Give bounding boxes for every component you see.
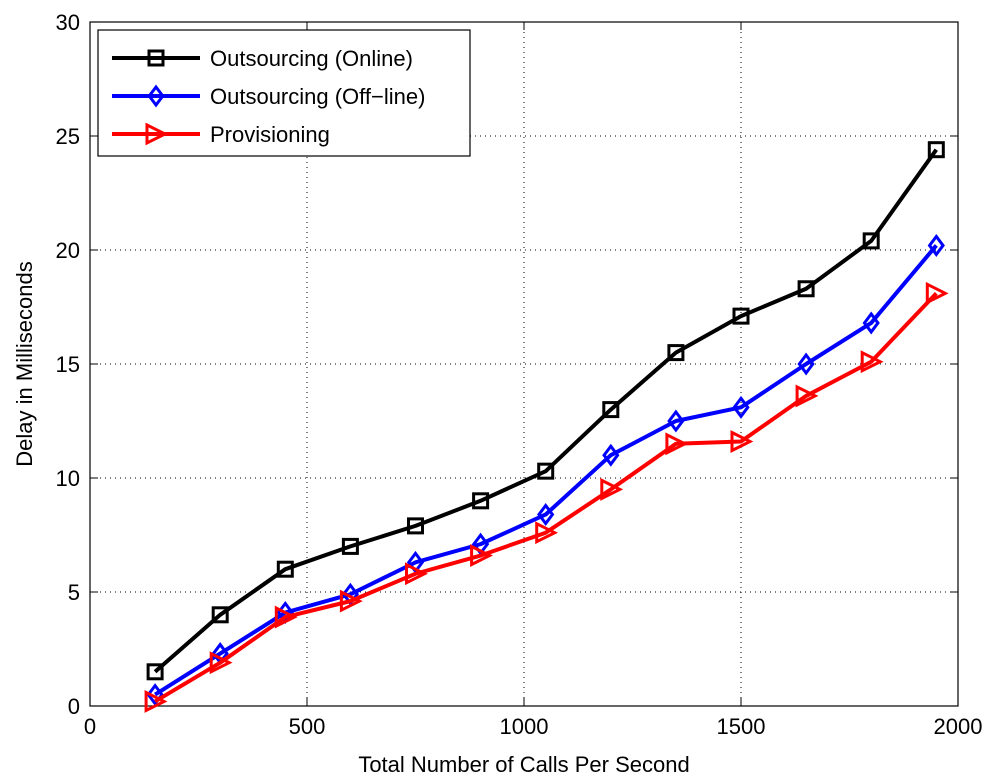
data-point <box>927 141 945 159</box>
legend-label: Outsourcing (Online) <box>210 46 413 71</box>
y-tick-label: 0 <box>68 694 80 719</box>
data-point <box>276 560 294 578</box>
x-tick-label: 1000 <box>500 714 549 739</box>
data-point <box>146 683 164 707</box>
data-point <box>407 517 424 535</box>
x-tick-label: 500 <box>289 714 326 739</box>
legend-marker <box>145 122 169 146</box>
data-point <box>209 651 233 675</box>
data-point <box>470 544 493 567</box>
y-tick-label: 30 <box>56 10 80 35</box>
legend-marker <box>147 49 165 67</box>
data-point <box>146 663 164 681</box>
data-point <box>406 550 425 574</box>
y-tick-label: 25 <box>56 124 80 149</box>
y-tick-label: 5 <box>68 580 80 605</box>
data-point <box>667 344 685 362</box>
data-point <box>602 443 620 467</box>
data-point <box>860 350 884 374</box>
series-line <box>154 291 938 704</box>
legend-label: Outsourcing (Off−line) <box>210 84 425 109</box>
legend-entry: Provisioning <box>112 122 330 147</box>
series-1 <box>146 141 945 681</box>
data-point <box>471 532 490 556</box>
legend-entry: Outsourcing (Off−line) <box>112 84 425 109</box>
data-point <box>732 395 750 419</box>
data-point <box>862 311 880 335</box>
x-tick-label: 1500 <box>717 714 766 739</box>
legend-entry: Outsourcing (Online) <box>112 46 413 71</box>
data-point <box>600 477 624 501</box>
x-tick-label: 0 <box>84 714 96 739</box>
legend: Outsourcing (Online) Outsourcing (Off−lin… <box>97 29 471 157</box>
data-point <box>211 606 229 624</box>
data-point <box>797 280 815 298</box>
data-point <box>927 233 945 257</box>
legend-label: Provisioning <box>210 122 330 147</box>
axis-ticks: 0 500 1000 1500 2000 0 5 10 15 20 25 30 <box>56 10 983 739</box>
series-line <box>153 148 938 674</box>
data-point <box>730 430 754 453</box>
data-point <box>795 384 819 408</box>
y-tick-label: 10 <box>56 466 80 491</box>
data-point <box>925 281 949 305</box>
data-point <box>274 605 298 629</box>
data-point <box>339 589 363 613</box>
y-tick-label: 20 <box>56 238 80 263</box>
y-axis-label: Delay in Milliseconds <box>12 261 37 466</box>
data-point <box>472 492 490 510</box>
series-3 <box>144 281 949 713</box>
data-point <box>732 307 750 325</box>
data-point <box>665 432 689 456</box>
data-point <box>537 462 555 480</box>
legend-marker <box>147 84 165 108</box>
x-tick-label: 2000 <box>934 714 983 739</box>
data-point <box>602 401 620 419</box>
data-point <box>341 537 359 555</box>
series-layer <box>144 141 949 713</box>
x-axis-label: Total Number of Calls Per Second <box>358 752 689 777</box>
data-point <box>405 562 428 586</box>
grid-lines <box>90 22 958 706</box>
data-point <box>862 232 880 250</box>
data-point <box>667 409 685 433</box>
data-point <box>341 582 360 606</box>
data-point <box>537 502 555 526</box>
data-point <box>797 352 815 376</box>
data-point <box>144 690 168 713</box>
data-point <box>535 521 559 545</box>
y-tick-label: 15 <box>56 352 80 377</box>
